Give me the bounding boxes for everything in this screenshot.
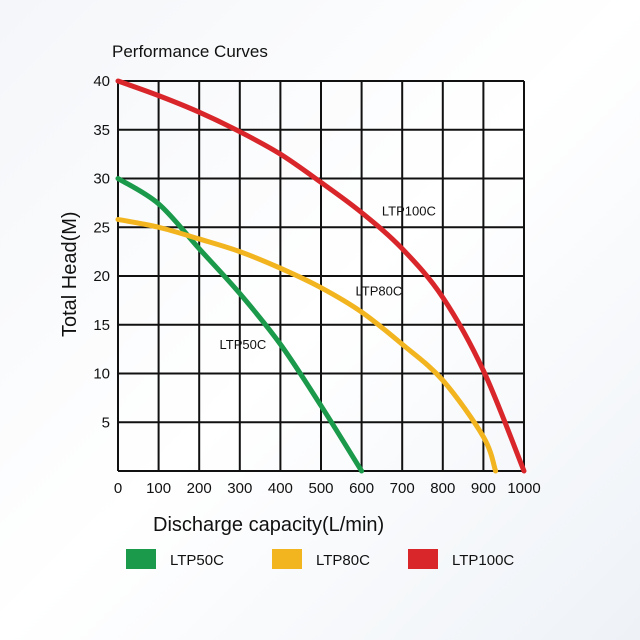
x-ticks: 0 100 200 300 400 500 600 700 800 900 1000 xyxy=(114,480,541,497)
x-tick-label: 0 xyxy=(114,480,122,497)
curve-ltp100c xyxy=(115,78,527,474)
legend-swatch-ltp50c xyxy=(126,549,156,569)
x-tick-label: 700 xyxy=(390,480,415,497)
x-tick-label: 100 xyxy=(146,480,171,497)
y-tick-label: 15 xyxy=(93,317,110,334)
y-tick-label: 20 xyxy=(93,268,110,285)
curve-ltp50c xyxy=(115,176,365,474)
y-ticks: 5 10 15 20 25 30 35 40 xyxy=(93,73,110,431)
legend: LTP50C LTP80C LTP100C xyxy=(126,549,514,569)
y-tick-label: 35 xyxy=(93,122,110,139)
curve-ltp80c xyxy=(115,216,499,474)
legend-label: LTP80C xyxy=(316,552,370,569)
y-tick-label: 5 xyxy=(102,414,110,431)
curve-label: LTP100C xyxy=(382,204,436,219)
y-tick-label: 30 xyxy=(93,171,110,188)
chart-title: Performance Curves xyxy=(112,42,268,61)
legend-label: LTP100C xyxy=(452,552,514,569)
y-tick-label: 25 xyxy=(93,219,110,236)
x-tick-label: 1000 xyxy=(507,480,540,497)
x-tick-label: 400 xyxy=(268,480,293,497)
x-tick-label: 600 xyxy=(349,480,374,497)
grid xyxy=(117,80,525,472)
legend-swatch-ltp100c xyxy=(408,549,438,569)
legend-swatch-ltp80c xyxy=(272,549,302,569)
curve-label: LTP50C xyxy=(220,337,267,352)
curves xyxy=(115,78,527,474)
y-tick-label: 10 xyxy=(93,366,110,383)
y-tick-label: 40 xyxy=(93,73,110,90)
legend-label: LTP50C xyxy=(170,552,224,569)
curve-label: LTP80C xyxy=(356,284,403,299)
x-axis-label: Discharge capacity(L/min) xyxy=(153,514,384,536)
x-tick-label: 200 xyxy=(187,480,212,497)
annotations: LTP50C LTP80C LTP100C xyxy=(220,204,436,353)
x-tick-label: 300 xyxy=(227,480,252,497)
x-tick-label: 800 xyxy=(430,480,455,497)
x-tick-label: 500 xyxy=(308,480,333,497)
y-axis-label: Total Head(M) xyxy=(59,211,81,337)
x-tick-label: 900 xyxy=(471,480,496,497)
